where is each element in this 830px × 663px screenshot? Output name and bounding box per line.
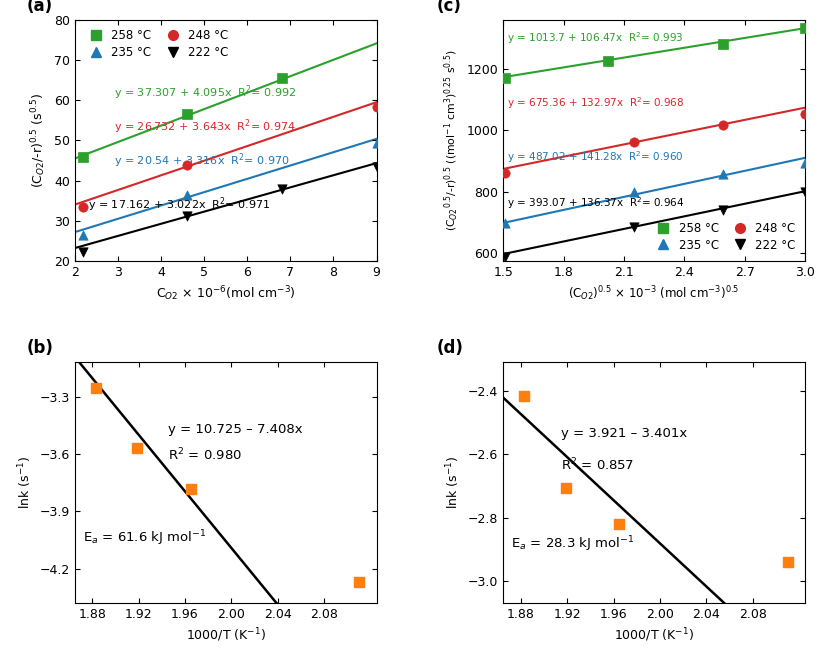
Point [613, 518, 626, 529]
Legend: 258 °C, 235 °C, 248 °C, 222 °C: 258 °C, 235 °C, 248 °C, 222 °C [81, 26, 232, 62]
Point [131, 443, 144, 453]
Point [370, 162, 383, 172]
Text: y = 17.162 + 3.022x  R$^{2}$= 0.971: y = 17.162 + 3.022x R$^{2}$= 0.971 [88, 196, 270, 214]
Point [353, 577, 366, 587]
X-axis label: (C$_{O2}$)$^{0.5}$ × 10$^{-3}$ (mol cm$^{-3}$)$^{0.5}$: (C$_{O2}$)$^{0.5}$ × 10$^{-3}$ (mol cm$^… [569, 284, 740, 303]
Point [275, 73, 288, 84]
Point [798, 23, 812, 34]
X-axis label: C$_{O2}$ × 10$^{-6}$(mol cm$^{-3}$): C$_{O2}$ × 10$^{-6}$(mol cm$^{-3}$) [156, 284, 295, 303]
Point [370, 102, 383, 113]
X-axis label: 1000/T (K$^{-1}$): 1000/T (K$^{-1}$) [186, 627, 266, 644]
Point [499, 218, 512, 229]
Text: (a): (a) [27, 0, 52, 15]
Text: y = 675.36 + 132.97x  R$^{2}$= 0.968: y = 675.36 + 132.97x R$^{2}$= 0.968 [507, 95, 685, 111]
Point [180, 190, 193, 201]
Point [76, 202, 90, 212]
Point [89, 383, 102, 393]
Text: y = 3.921 – 3.401x: y = 3.921 – 3.401x [561, 427, 687, 440]
Text: (d): (d) [437, 339, 464, 357]
Point [798, 109, 812, 119]
Text: y = 10.725 – 7.408x: y = 10.725 – 7.408x [168, 423, 302, 436]
Point [716, 169, 730, 180]
Point [559, 482, 573, 493]
Text: (b): (b) [27, 339, 53, 357]
Point [499, 73, 512, 84]
Point [76, 151, 90, 162]
Text: R$^{2}$ = 0.857: R$^{2}$ = 0.857 [561, 457, 634, 473]
Point [716, 38, 730, 49]
Point [180, 211, 193, 221]
Point [781, 557, 794, 568]
Point [716, 204, 730, 215]
Y-axis label: lnk (s$^{-1}$): lnk (s$^{-1}$) [445, 456, 462, 509]
Y-axis label: (C$_{O2}$/-r)$^{0.5}$ (s$^{0.5}$): (C$_{O2}$/-r)$^{0.5}$ (s$^{0.5}$) [30, 93, 48, 188]
Point [627, 221, 641, 232]
Point [76, 229, 90, 240]
Point [275, 184, 288, 194]
Point [518, 391, 531, 401]
Point [798, 158, 812, 168]
Point [601, 56, 614, 66]
Text: y = 20.54 + 3.316x  R$^{2}$= 0.970: y = 20.54 + 3.316x R$^{2}$= 0.970 [114, 151, 290, 170]
Text: y = 26.732 + 3.643x  R$^{2}$= 0.974: y = 26.732 + 3.643x R$^{2}$= 0.974 [114, 117, 295, 136]
Point [798, 186, 812, 197]
Legend: 258 °C, 235 °C, 248 °C, 222 °C: 258 °C, 235 °C, 248 °C, 222 °C [648, 218, 799, 255]
X-axis label: 1000/T (K$^{-1}$): 1000/T (K$^{-1}$) [614, 627, 694, 644]
Text: E$_{a}$ = 28.3 kJ mol$^{-1}$: E$_{a}$ = 28.3 kJ mol$^{-1}$ [511, 534, 635, 554]
Text: y = 1013.7 + 106.47x  R$^{2}$= 0.993: y = 1013.7 + 106.47x R$^{2}$= 0.993 [507, 30, 684, 46]
Point [180, 109, 193, 119]
Point [76, 247, 90, 257]
Point [499, 251, 512, 262]
Text: y = 393.07 + 136.37x  R$^{2}$= 0.964: y = 393.07 + 136.37x R$^{2}$= 0.964 [507, 196, 685, 211]
Y-axis label: lnk (s$^{-1}$): lnk (s$^{-1}$) [17, 456, 34, 509]
Text: (c): (c) [437, 0, 461, 15]
Text: E$_{a}$ = 61.6 kJ mol$^{-1}$: E$_{a}$ = 61.6 kJ mol$^{-1}$ [83, 528, 206, 548]
Point [627, 137, 641, 147]
Point [716, 119, 730, 130]
Point [370, 138, 383, 149]
Point [499, 168, 512, 178]
Text: y = 37.307 + 4.095x  R$^{2}$= 0.992: y = 37.307 + 4.095x R$^{2}$= 0.992 [114, 83, 295, 101]
Y-axis label: (C$_{O2}$$^{0.5}$/-r)$^{0.5}$ ((mol$^{-1}$ cm$^{3}$)$^{0.25}$ s$^{0.5}$): (C$_{O2}$$^{0.5}$/-r)$^{0.5}$ ((mol$^{-1… [442, 50, 461, 231]
Text: R$^{2}$ = 0.980: R$^{2}$ = 0.980 [168, 447, 242, 464]
Point [180, 160, 193, 170]
Text: y = 487.02 + 141.28x  R$^{2}$= 0.960: y = 487.02 + 141.28x R$^{2}$= 0.960 [507, 150, 684, 165]
Point [184, 483, 198, 494]
Point [627, 186, 641, 197]
